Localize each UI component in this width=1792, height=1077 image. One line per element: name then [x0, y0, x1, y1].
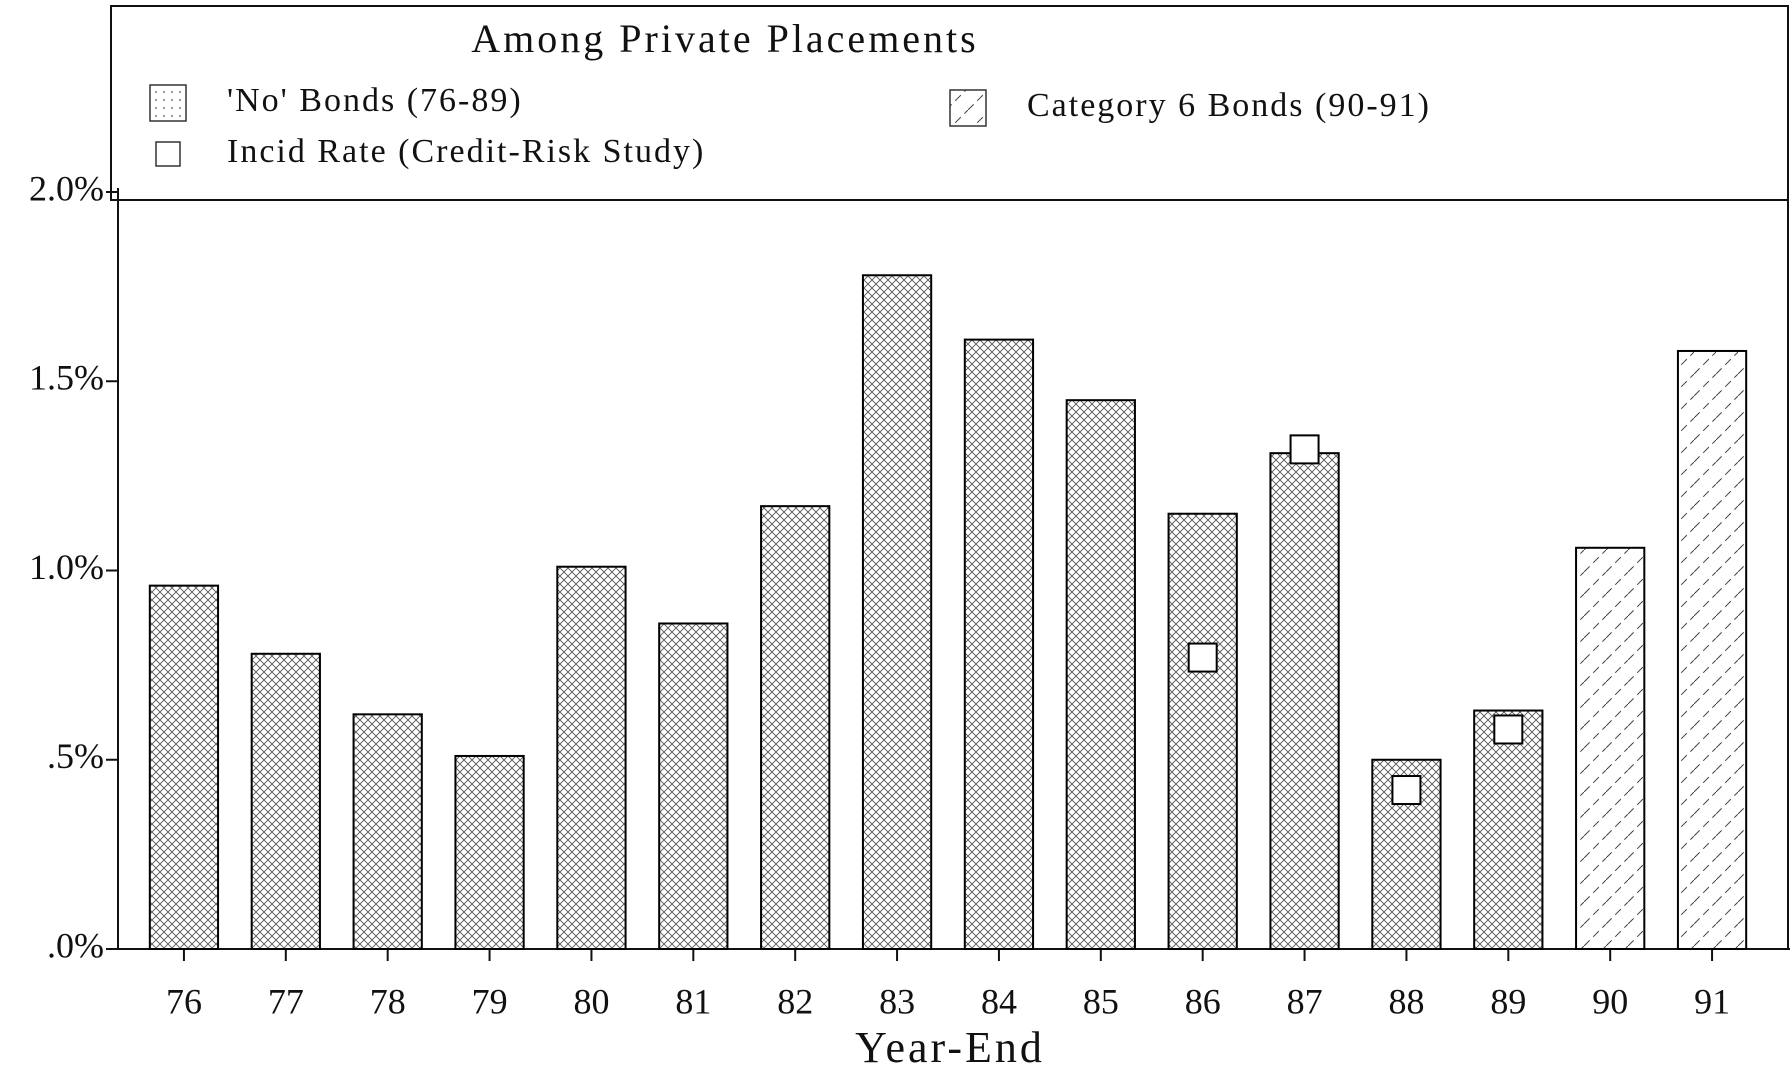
- bar: [1065, 399, 1136, 950]
- bar: [556, 565, 627, 951]
- bar: [148, 584, 220, 950]
- legend-label: Category 6 Bonds (90-91): [1027, 87, 1431, 124]
- legend-label: 'No' Bonds (76-89): [227, 82, 523, 119]
- x-tick-label: 84: [981, 981, 1017, 1021]
- legend-swatch: [949, 89, 987, 127]
- x-axis-title: Year-End: [855, 1023, 1045, 1072]
- legend-swatch: [155, 141, 181, 167]
- bar: [1269, 452, 1340, 950]
- bar: [250, 652, 321, 951]
- bar: [861, 274, 933, 950]
- marker: [1391, 775, 1422, 806]
- x-tick-label: 78: [370, 981, 406, 1021]
- y-tick-label: 1.5%: [29, 358, 104, 398]
- bar: [1676, 349, 1748, 951]
- y-tick-label: .5%: [47, 736, 104, 776]
- chart-title: Among Private Placements: [471, 16, 978, 61]
- legend-swatch: [149, 84, 187, 122]
- y-tick-label: 1.0%: [29, 547, 104, 587]
- bar: [760, 505, 831, 950]
- bar: [1473, 709, 1544, 950]
- x-tick-label: 80: [573, 981, 609, 1021]
- bar: [1575, 546, 1646, 950]
- bar: [1167, 512, 1238, 950]
- x-tick-label: 79: [472, 981, 508, 1021]
- marker: [1493, 714, 1524, 745]
- x-tick-label: 86: [1185, 981, 1221, 1021]
- x-tick-label: 81: [675, 981, 711, 1021]
- x-tick-label: 82: [777, 981, 813, 1021]
- marker: [1187, 642, 1218, 673]
- x-tick-label: 90: [1592, 981, 1628, 1021]
- y-tick-label: .0%: [47, 925, 104, 965]
- marker: [1289, 434, 1320, 465]
- bar: [454, 754, 525, 951]
- x-tick-label: 87: [1287, 981, 1323, 1021]
- x-tick-label: 76: [166, 981, 202, 1021]
- x-tick-label: 88: [1388, 981, 1424, 1021]
- x-tick-label: 77: [268, 981, 304, 1021]
- legend-label: Incid Rate (Credit-Risk Study): [227, 133, 705, 170]
- x-tick-label: 89: [1490, 981, 1526, 1021]
- bar: [352, 713, 423, 951]
- x-tick-label: 85: [1083, 981, 1119, 1021]
- bar: [658, 622, 729, 950]
- x-tick-label: 91: [1694, 981, 1730, 1021]
- bar: [963, 338, 1035, 950]
- x-tick-label: 83: [879, 981, 915, 1021]
- y-tick-label: 2.0%: [29, 168, 104, 208]
